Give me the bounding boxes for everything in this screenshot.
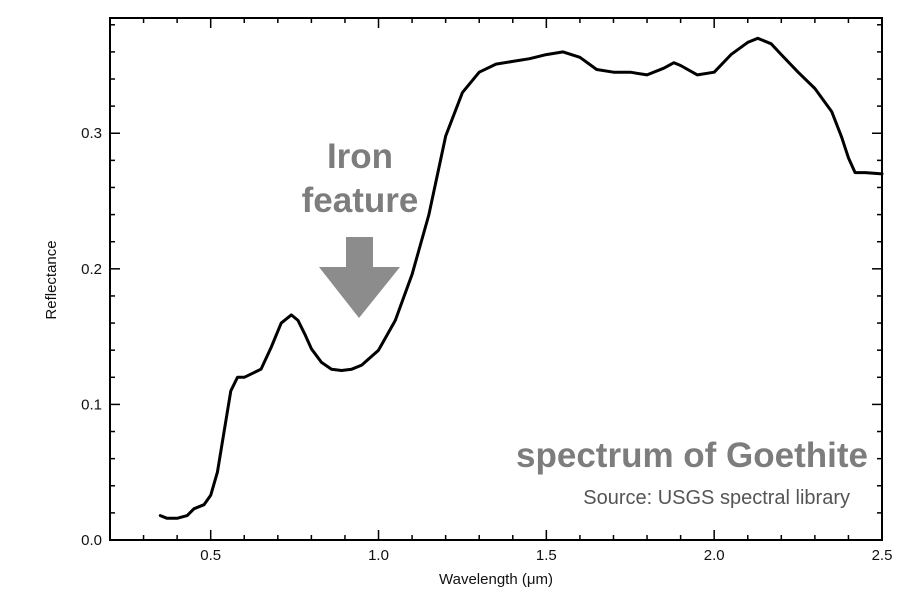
y-tick-label: 0.3 (81, 125, 102, 142)
x-tick-label: 2.0 (704, 547, 725, 564)
tick-labels: 0.5 1.0 1.5 2.0 2.5 0.0 0.1 0.2 0.3 (81, 125, 892, 564)
x-tick-label: 0.5 (200, 547, 221, 564)
plot-frame (109, 17, 883, 541)
x-tick-label: 1.5 (536, 547, 557, 564)
source-label: Source: USGS spectral library (583, 487, 850, 509)
x-axis-label: Wavelength (μm) (439, 571, 553, 588)
iron-feature-label-line2: feature (302, 181, 419, 220)
x-tick-label: 1.0 (368, 547, 389, 564)
y-tick-label: 0.1 (81, 396, 102, 413)
y-tick-label: 0.0 (81, 532, 102, 549)
tick-marks (109, 18, 883, 541)
y-axis-label: Reflectance (43, 240, 60, 319)
y-tick-label: 0.2 (81, 261, 102, 278)
sample-name-label: spectrum of Goethite (516, 436, 868, 475)
iron-feature-arrow (319, 237, 400, 318)
x-tick-label: 2.5 (872, 547, 893, 564)
spectrum-line (158, 36, 884, 520)
iron-feature-label-line1: Iron (327, 137, 393, 176)
